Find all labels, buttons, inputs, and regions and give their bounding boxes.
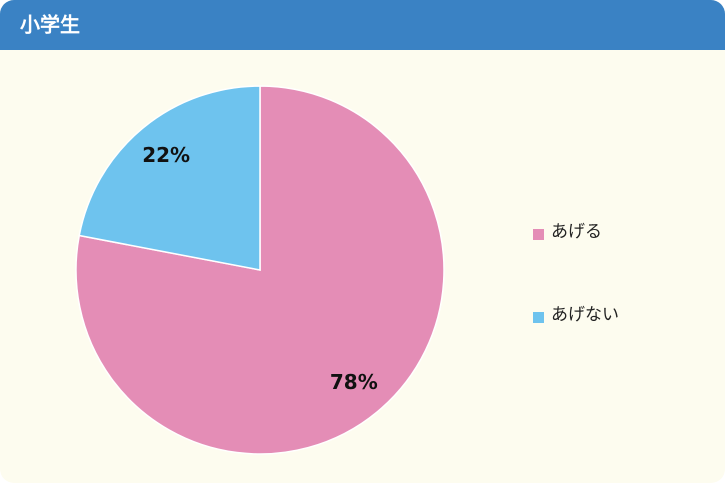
data-label: 78%	[330, 370, 378, 394]
pie-slice	[75, 85, 445, 455]
data-label: 22%	[142, 143, 190, 167]
legend-swatch	[533, 229, 544, 240]
legend-label: あげない	[551, 305, 619, 325]
legend-label: あげる	[551, 222, 602, 242]
chart-title: 小学生	[20, 13, 80, 37]
legend-swatch	[533, 312, 544, 323]
pie-slice	[78, 85, 261, 271]
header-bar	[0, 0, 725, 50]
